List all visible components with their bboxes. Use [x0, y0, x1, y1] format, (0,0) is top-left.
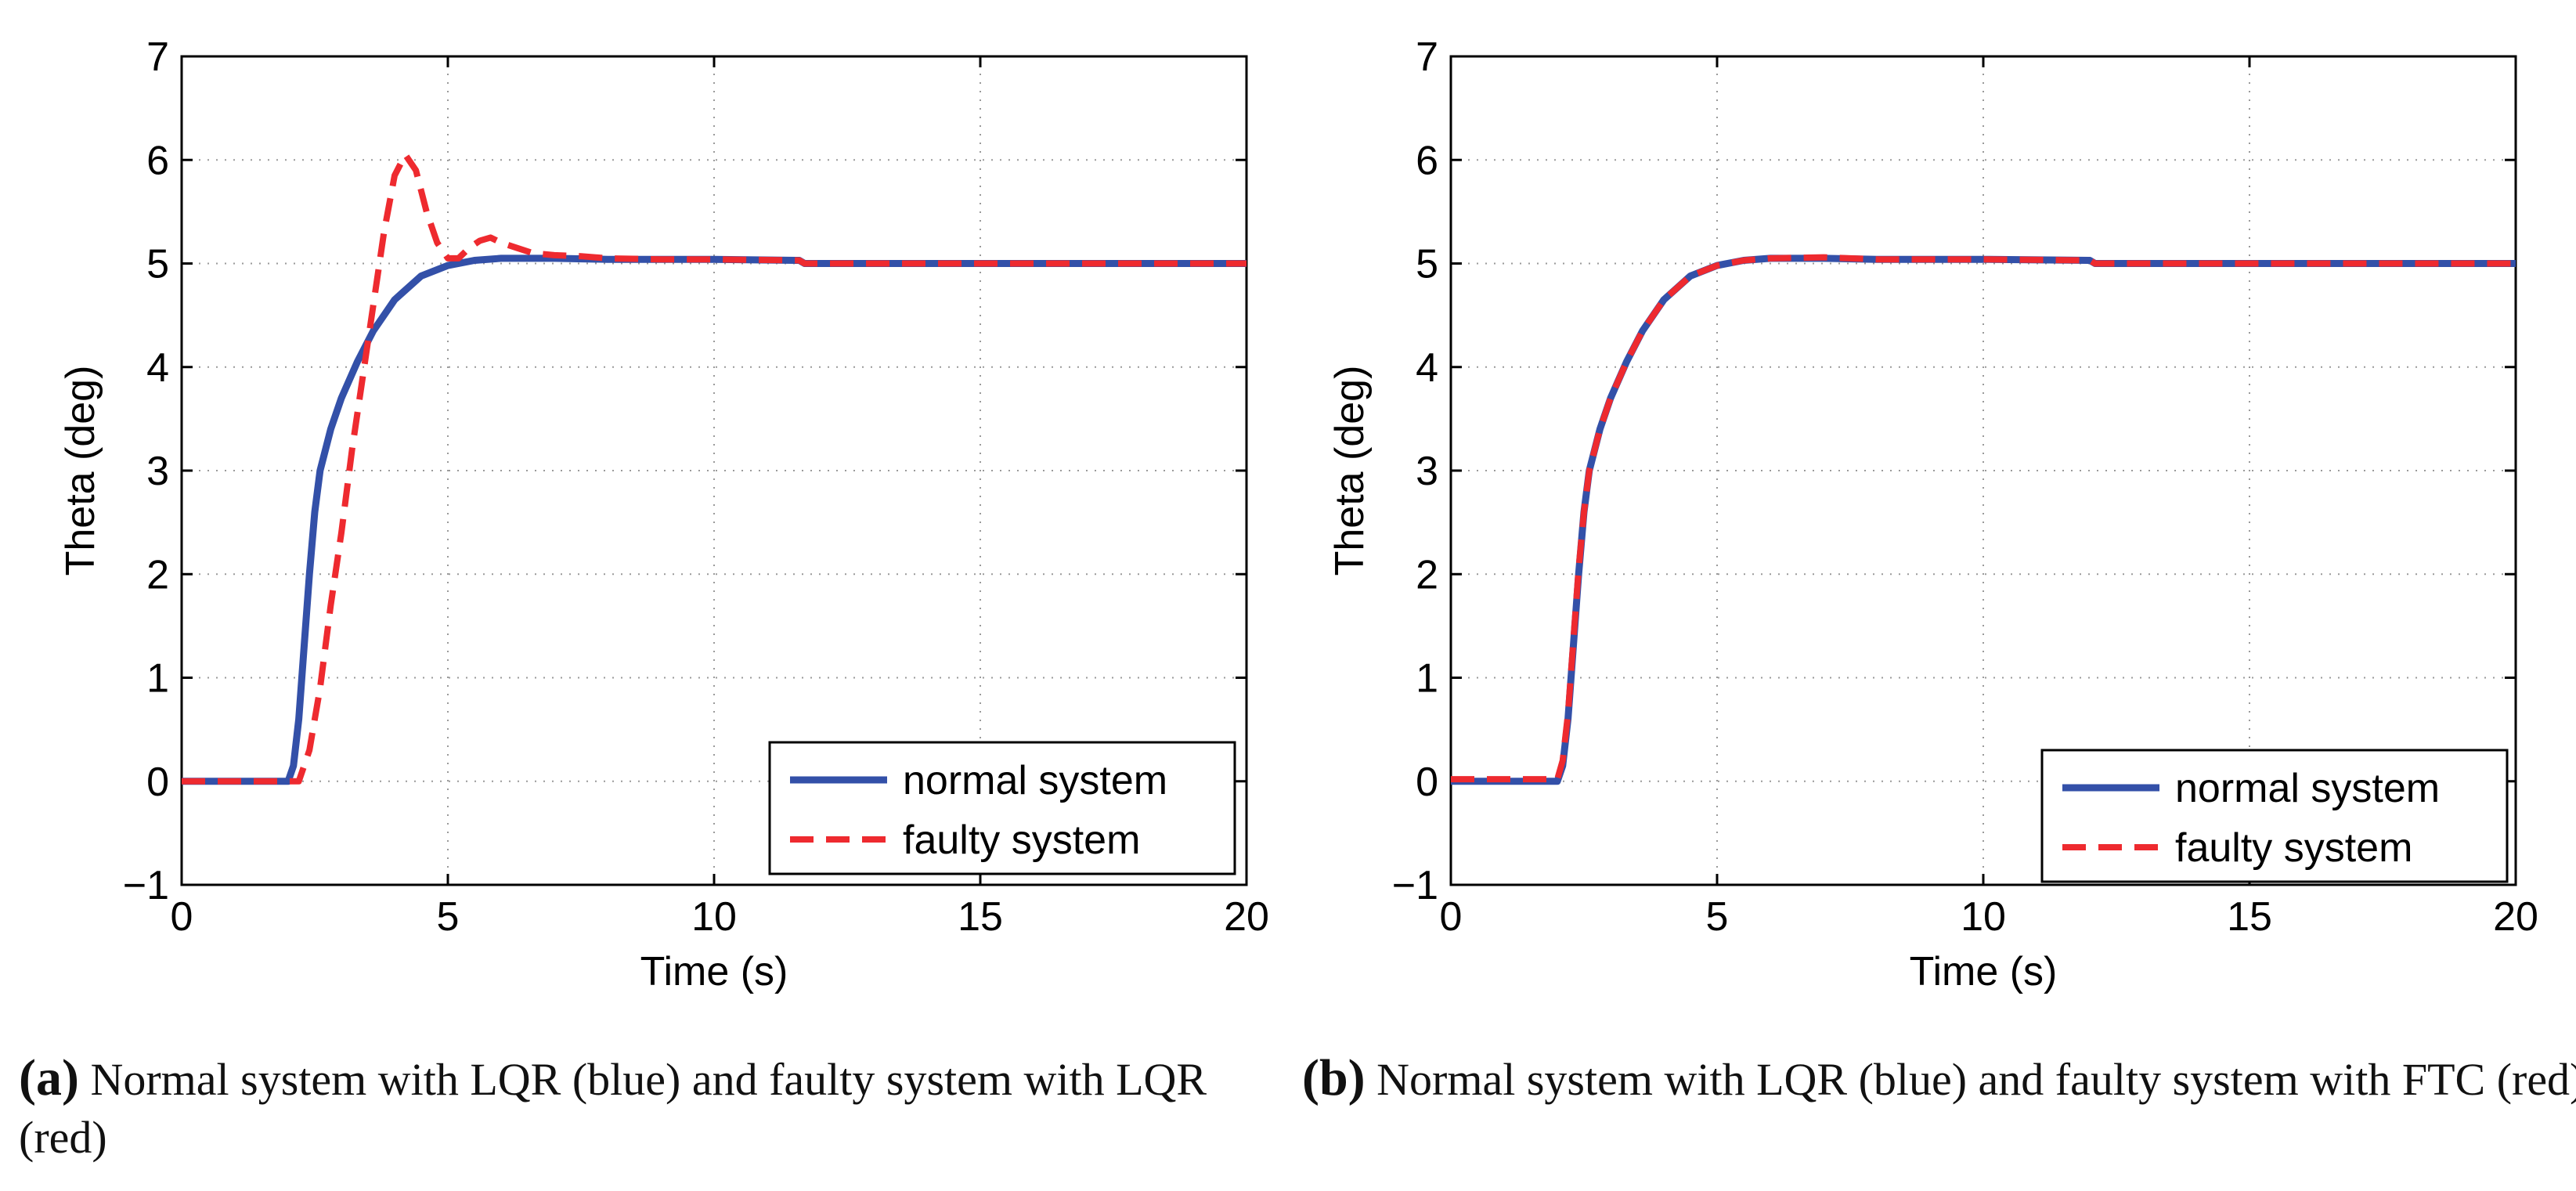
- y-axis-label: Theta (deg): [58, 366, 103, 576]
- y-tick-label: 6: [1416, 138, 1438, 183]
- y-tick-label: 2: [146, 552, 169, 597]
- y-tick-label: 7: [146, 34, 169, 80]
- x-tick-label: 5: [1706, 894, 1729, 940]
- x-tick-label: 0: [171, 894, 193, 940]
- y-tick-label: −1: [123, 863, 169, 908]
- legend-label: faulty system: [2175, 825, 2412, 871]
- caption-b: (b) Normal system with LQR (blue) and fa…: [1302, 1049, 2576, 1109]
- y-tick-label: 5: [146, 242, 169, 287]
- y-axis-label: Theta (deg): [1327, 366, 1373, 576]
- y-tick-label: 4: [146, 345, 169, 391]
- axes-box: [180, 55, 1248, 886]
- x-axis-label: Time (s): [640, 949, 788, 994]
- caption-a-text: Normal system with LQR (blue) and faulty…: [19, 1054, 1207, 1163]
- x-tick-label: 20: [1224, 894, 1269, 940]
- x-tick-label: 10: [691, 894, 737, 940]
- caption-b-label: (b): [1302, 1049, 1366, 1106]
- y-tick-label: 4: [1416, 345, 1438, 391]
- caption-a: (a) Normal system with LQR (blue) and fa…: [19, 1049, 1303, 1167]
- x-tick-label: 5: [437, 894, 460, 940]
- y-tick-label: 3: [146, 449, 169, 494]
- legend-box: [768, 741, 1236, 875]
- series-line-faulty-system: [182, 151, 1247, 785]
- y-tick-label: 6: [146, 138, 169, 183]
- y-tick-label: 0: [1416, 760, 1438, 805]
- legend: normal system faulty system: [2040, 749, 2509, 883]
- legend-box: [2040, 749, 2509, 883]
- y-tick-label: 0: [146, 760, 169, 805]
- legend-label: normal system: [2175, 766, 2440, 811]
- axes-box: [1449, 55, 2517, 886]
- y-tick-label: 2: [1416, 552, 1438, 597]
- legend-label: normal system: [903, 758, 1167, 803]
- caption-b-text: Normal system with LQR (blue) and faulty…: [1376, 1054, 2576, 1105]
- y-tick-label: 3: [1416, 449, 1438, 494]
- y-tick-label: 5: [1416, 242, 1438, 287]
- y-tick-label: 1: [1416, 656, 1438, 702]
- x-tick-label: 15: [958, 894, 1003, 940]
- series-line-normal-system: [182, 254, 1247, 785]
- y-tick-label: 7: [1416, 34, 1438, 80]
- legend-label: faulty system: [903, 817, 1140, 863]
- x-tick-label: 0: [1440, 894, 1463, 940]
- legend: normal system faulty system: [768, 741, 1236, 875]
- y-tick-label: 1: [146, 656, 169, 702]
- x-axis-label: Time (s): [1910, 949, 2058, 994]
- x-tick-label: 20: [2493, 894, 2538, 940]
- caption-a-label: (a): [19, 1049, 79, 1106]
- x-tick-label: 10: [1961, 894, 2006, 940]
- series-line-faulty-system: [1451, 254, 2516, 783]
- y-tick-label: −1: [1392, 863, 1438, 908]
- x-tick-label: 15: [2227, 894, 2272, 940]
